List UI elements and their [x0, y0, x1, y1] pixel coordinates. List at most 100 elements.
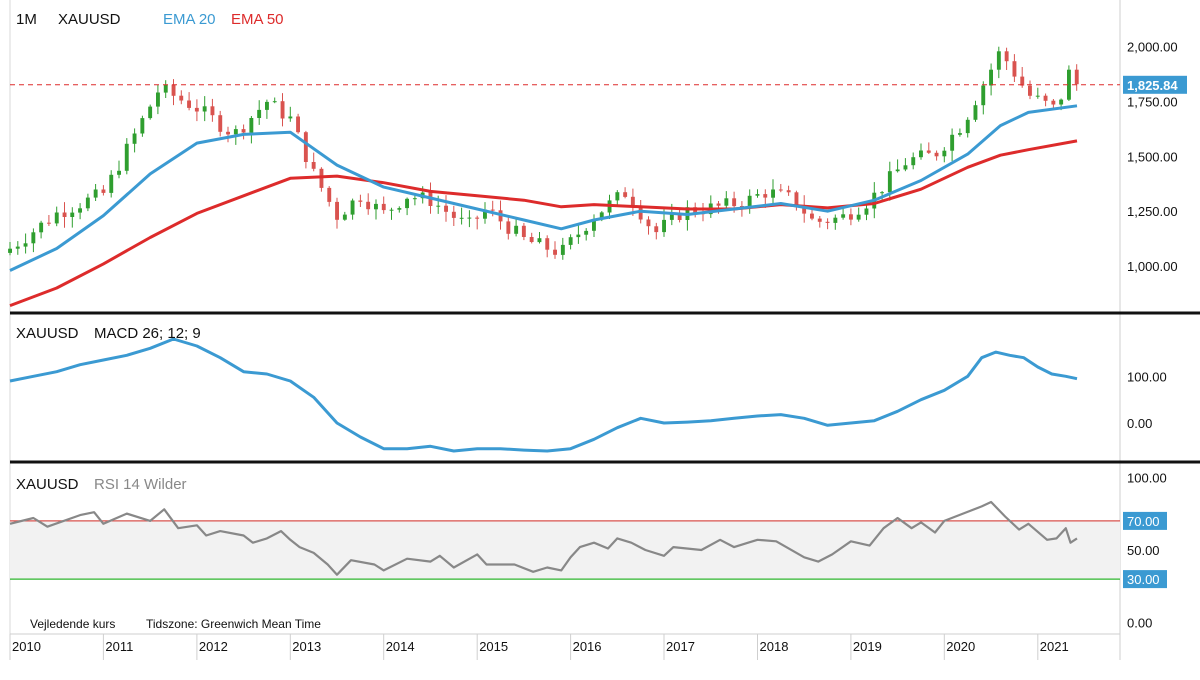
candle-body — [506, 221, 511, 234]
ema50-line — [9, 139, 1078, 308]
candle-body — [210, 106, 215, 116]
candle-body — [771, 189, 775, 198]
rsi-y-tick-label: 50.00 — [1127, 543, 1160, 558]
candle-body — [226, 131, 230, 135]
candle-body — [1067, 69, 1071, 100]
candle-body — [584, 230, 589, 235]
candle-body — [335, 201, 339, 220]
price-symbol-label: XAUUSD — [58, 11, 121, 28]
candle-body — [124, 143, 129, 171]
candle-body — [78, 208, 82, 213]
x-axis-label: 2018 — [760, 639, 789, 654]
candle-body — [327, 187, 332, 202]
candle-body — [638, 206, 643, 220]
candle-body — [148, 106, 153, 119]
candle-body — [716, 203, 721, 206]
candle-body — [187, 100, 191, 108]
x-axis-label: 2019 — [853, 639, 882, 654]
candle-body — [47, 222, 51, 224]
candle-body — [669, 212, 674, 220]
price-panel: 1,000.00 1,250.00 1,500.00 1,750.00 2,000.00… — [8, 40, 1187, 308]
candle-body — [825, 221, 830, 223]
candle-body — [763, 194, 768, 198]
candle-body — [810, 213, 814, 219]
candle-body — [303, 132, 308, 162]
candle-body — [989, 69, 993, 86]
price-y-tick-label: 1,500.00 — [1127, 149, 1178, 164]
candle-body — [942, 150, 947, 157]
candle-body — [194, 107, 199, 112]
candle-body — [1020, 76, 1025, 86]
candle-body — [272, 101, 277, 103]
rsi-band-layer — [10, 520, 1120, 580]
macd-symbol-label: XAUUSD — [16, 325, 79, 342]
price-note: Vejledende kurs — [30, 617, 115, 631]
candle-body — [23, 243, 28, 247]
candle-body — [560, 244, 565, 255]
candle-body — [483, 209, 487, 219]
rsi-overbought-label: 70.00 — [1127, 514, 1160, 529]
candle-body — [1051, 100, 1056, 105]
candle-body — [257, 109, 262, 118]
candle-body — [911, 157, 916, 166]
candle-body — [241, 129, 246, 133]
candle-body — [397, 208, 402, 210]
candle-body — [747, 195, 752, 208]
candle-body — [117, 170, 121, 175]
candle-body — [677, 212, 682, 220]
candle-body — [296, 116, 300, 133]
candle-body — [833, 217, 838, 223]
candle-body — [412, 198, 417, 200]
price-y-tick-label: 2,000.00 — [1127, 40, 1178, 55]
last-price-label: 1,825.84 — [1127, 78, 1178, 93]
candle-body — [553, 249, 557, 255]
candle-body — [233, 129, 238, 135]
candle-body — [568, 237, 573, 245]
candle-body — [163, 84, 168, 93]
candle-body — [358, 200, 363, 202]
x-axis-label: 2011 — [105, 639, 133, 654]
macd-y-tick-label: 100.00 — [1127, 369, 1167, 384]
rsi-y-tick-label: 0.00 — [1127, 616, 1152, 631]
rsi-oversold-badge — [1123, 570, 1167, 589]
candle-body — [950, 134, 955, 151]
candle-body — [1035, 95, 1040, 97]
candle-body — [15, 246, 20, 249]
candle-body — [755, 194, 760, 196]
candle-body — [880, 192, 884, 194]
price-y-tick-label: 1,000.00 — [1127, 259, 1178, 274]
candle-body — [1059, 99, 1064, 105]
candle-body — [514, 225, 519, 234]
candle-body — [374, 203, 378, 210]
macd-indicator-label: MACD 26; 12; 9 — [94, 325, 201, 342]
candle-body — [654, 226, 659, 233]
candle-body — [841, 214, 846, 218]
candle-body — [366, 201, 371, 210]
candle-body — [342, 214, 347, 220]
candle-body — [475, 217, 480, 219]
candle-body — [171, 84, 176, 96]
candle-body — [467, 217, 472, 219]
candle-body — [592, 219, 596, 231]
rsi-symbol-label: XAUUSD — [16, 476, 79, 493]
rsi-neutral-band — [10, 520, 1120, 580]
price-interval-label: 1M — [16, 11, 37, 28]
candle-body — [545, 238, 550, 250]
candle-body — [280, 101, 285, 119]
rsi-indicator-label: RSI 14 Wilder — [94, 476, 187, 493]
candle-body — [62, 212, 67, 217]
last-price-badge — [1123, 75, 1187, 94]
candle-body — [615, 192, 620, 201]
timezone-note: Tidszone: Greenwich Mean Time — [146, 617, 321, 631]
candle-body — [646, 219, 651, 227]
ema20-line — [9, 104, 1078, 272]
candle-body — [817, 218, 822, 222]
candle-body — [1043, 95, 1048, 101]
candle-body — [405, 198, 409, 209]
candle-body — [436, 205, 441, 207]
legend-ema20: EMA 20 — [163, 11, 216, 28]
candle-body — [576, 234, 581, 238]
candle-body — [887, 171, 892, 193]
candle-body — [132, 133, 137, 144]
candle-body — [202, 106, 207, 112]
